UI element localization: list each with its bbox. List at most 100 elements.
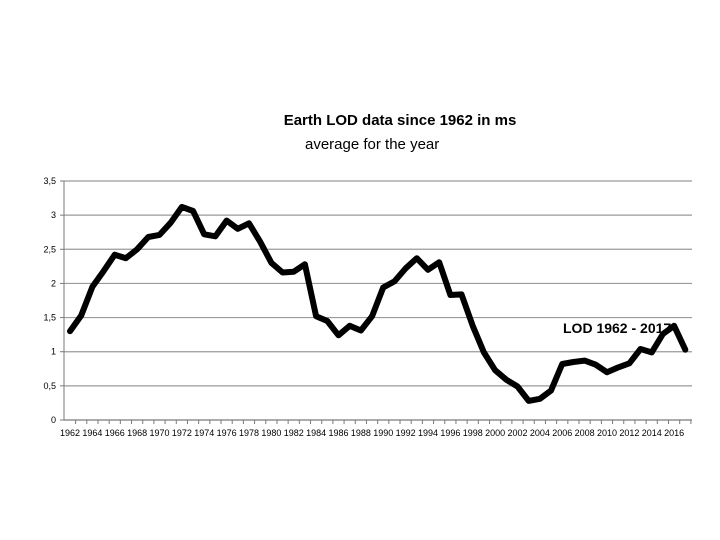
x-tick-label: 1982 [284, 428, 304, 438]
data-point [181, 206, 183, 208]
data-point [237, 228, 239, 230]
x-tick-label: 1992 [396, 428, 416, 438]
data-point [158, 234, 160, 236]
x-tick-label: 2010 [597, 428, 617, 438]
data-point [270, 262, 272, 264]
data-point [494, 369, 496, 371]
data-point [259, 241, 261, 243]
data-point [528, 400, 530, 402]
data-point [505, 379, 507, 381]
x-tick-label: 1984 [306, 428, 326, 438]
series-annotation: LOD 1962 - 2017 [563, 320, 671, 336]
x-tick-label: 1996 [440, 428, 460, 438]
data-point [539, 398, 541, 400]
y-tick-label: 0,5 [43, 381, 56, 391]
data-point [483, 351, 485, 353]
data-point [326, 320, 328, 322]
x-tick-label: 1974 [194, 428, 214, 438]
data-point [651, 351, 653, 353]
data-point [449, 294, 451, 296]
x-tick-label: 2012 [619, 428, 639, 438]
data-point [136, 248, 138, 250]
chart-subtitle: average for the year [305, 136, 440, 153]
data-point [293, 271, 295, 273]
x-tick-label: 2000 [485, 428, 505, 438]
y-tick-labels: 0 0,5 1 1,5 2 2,5 3 3,5 [43, 176, 56, 425]
data-point [170, 222, 172, 224]
data-point [248, 222, 250, 224]
data-point [595, 364, 597, 366]
data-point [337, 334, 339, 336]
data-point [516, 386, 518, 388]
x-tick-label: 2004 [530, 428, 550, 438]
x-tick-label: 2014 [642, 428, 662, 438]
y-tick-label: 2 [51, 278, 56, 288]
data-point [572, 361, 574, 363]
series-line [67, 203, 689, 404]
data-point [662, 333, 664, 335]
data-point [91, 286, 93, 288]
x-tick-label: 2016 [664, 428, 684, 438]
x-tick-labels: 1962 1964 1966 1968 1970 1972 1974 1976 1978 1980… [60, 428, 684, 438]
data-point [472, 325, 474, 327]
data-point [192, 210, 194, 212]
x-tick-label: 2008 [575, 428, 595, 438]
data-point [606, 371, 608, 373]
y-tick-label: 1 [51, 347, 56, 357]
data-point [550, 390, 552, 392]
series-group [67, 203, 689, 404]
axes [60, 180, 692, 424]
data-point [382, 287, 384, 289]
y-tick-label: 3,5 [43, 176, 56, 186]
x-tick-label: 1986 [328, 428, 348, 438]
chart-title: Earth LOD data since 1962 in ms [283, 112, 517, 129]
x-tick-label: 1980 [261, 428, 281, 438]
data-point [304, 263, 306, 265]
x-tick-label: 1968 [127, 428, 147, 438]
data-point [349, 325, 351, 327]
x-tick-label: 1990 [373, 428, 393, 438]
x-tick-label: 2002 [507, 428, 527, 438]
x-tick-label: 2006 [552, 428, 572, 438]
y-tick-label: 2,5 [43, 244, 56, 254]
data-point [114, 254, 116, 256]
data-point [360, 330, 362, 332]
data-point [640, 348, 642, 350]
data-point [80, 315, 82, 317]
x-tick-label: 1988 [351, 428, 371, 438]
data-point [203, 233, 205, 235]
data-point [371, 315, 373, 317]
x-tick-label: 1966 [105, 428, 125, 438]
y-tick-label: 3 [51, 210, 56, 220]
data-point [684, 349, 686, 351]
data-point [561, 363, 563, 365]
y-tick-label: 0 [51, 415, 56, 425]
x-tick-label: 1998 [463, 428, 483, 438]
data-point [628, 362, 630, 364]
data-point [393, 280, 395, 282]
data-point [103, 270, 105, 272]
x-tick-label: 1978 [239, 428, 259, 438]
data-point [282, 272, 284, 274]
data-point [427, 269, 429, 271]
data-point [617, 366, 619, 368]
data-point [416, 257, 418, 259]
data-point [405, 267, 407, 269]
gridlines [64, 180, 692, 387]
x-tick-label: 1976 [217, 428, 237, 438]
data-point [226, 220, 228, 222]
x-tick-label: 1972 [172, 428, 192, 438]
data-point [673, 325, 675, 327]
x-tick-label: 1962 [60, 428, 80, 438]
x-tick-label: 1994 [418, 428, 438, 438]
data-point [461, 293, 463, 295]
data-point [438, 261, 440, 263]
x-tick-label: 1964 [82, 428, 102, 438]
data-point [147, 236, 149, 238]
y-tick-label: 1,5 [43, 313, 56, 323]
data-point [315, 315, 317, 317]
data-point [214, 235, 216, 237]
data-point [584, 360, 586, 362]
data-point [125, 257, 127, 259]
